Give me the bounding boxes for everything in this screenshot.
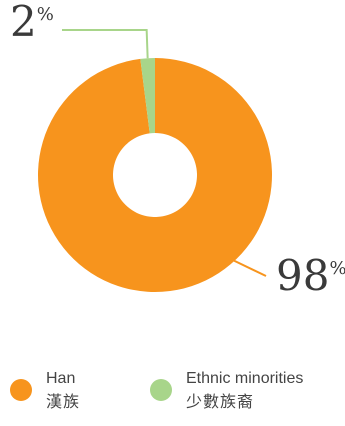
minority-percent-label: 2%	[10, 0, 54, 46]
minority-percent-sign: %	[37, 4, 54, 25]
han-percent-label: 98%	[276, 251, 345, 300]
slice-ethnic-minorities	[140, 58, 155, 134]
leader-lines	[62, 29, 267, 277]
slice-han	[37, 58, 272, 293]
leader-line-han	[230, 258, 267, 277]
han-percent-value: 98	[276, 251, 329, 300]
han-percent-sign: %	[329, 258, 345, 279]
donut-slices	[37, 58, 272, 293]
leader-line-minorities	[62, 29, 149, 59]
minority-percent-value: 2	[10, 0, 37, 46]
